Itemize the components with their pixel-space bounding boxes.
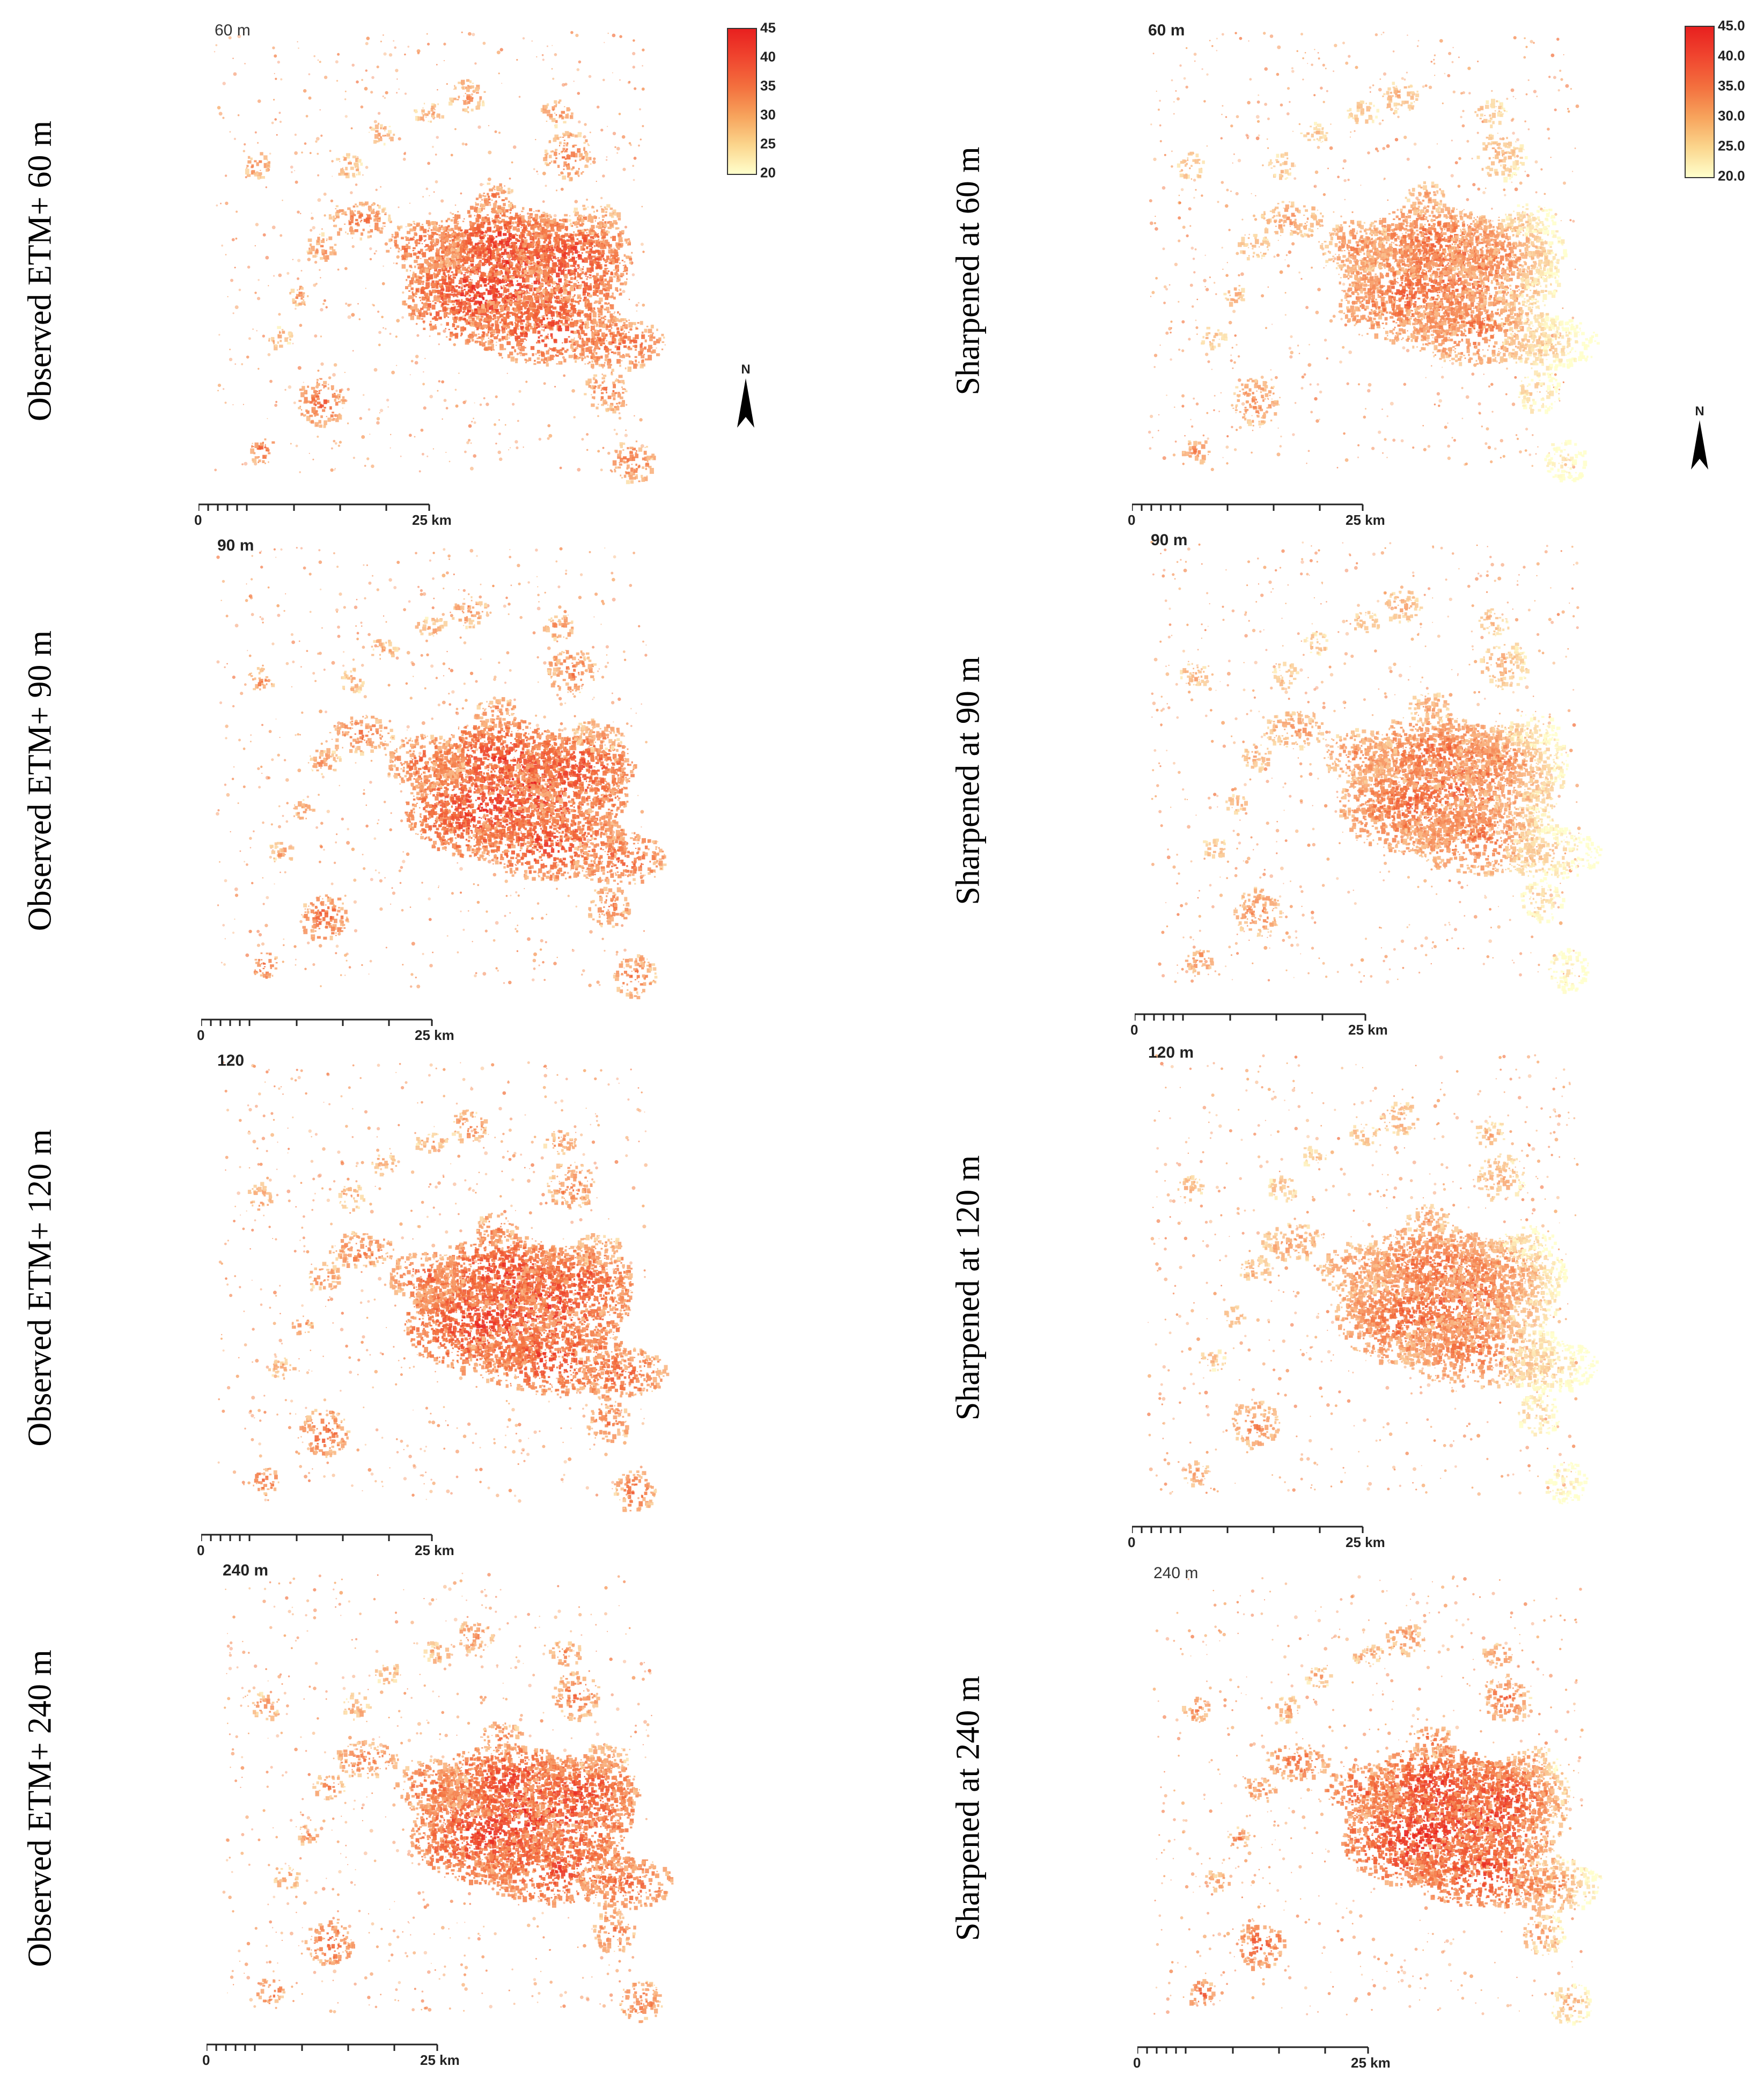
temperature-map (1135, 526, 1671, 1036)
scale-start-label: 0 (197, 1542, 204, 1559)
temperature-map (199, 16, 735, 526)
north-arrow-icon (735, 376, 756, 430)
legend-tick: 30.0 (1718, 108, 1745, 124)
scale-start-label: 0 (1133, 2055, 1141, 2071)
resolution-label: 120 m (1148, 1044, 1194, 1062)
row-label-sharpened-240: Sharpened at 240 m (950, 1676, 988, 1941)
temperature-map (201, 1046, 738, 1556)
map-panel-observed-240: 240 m 0 25 km (207, 1556, 743, 2066)
row-label-observed-120: Observed ETM+ 120 m (21, 1129, 60, 1446)
row-label-sharpened-120: Sharpened at 120 m (950, 1155, 988, 1420)
scale-end-label: 25 km (1348, 1022, 1388, 1038)
legend-tick: 40 (760, 49, 776, 65)
row-label-observed-60: Observed ETM+ 60 m (21, 121, 60, 421)
row-label-sharpened-90: Sharpened at 90 m (950, 656, 988, 905)
legend-tick: 25.0 (1718, 138, 1745, 155)
scale-start-label: 0 (1130, 1022, 1138, 1038)
scale-start-label: 0 (202, 2052, 210, 2069)
map-panel-sharpened-120: 120 m 0 25 km (1132, 1038, 1669, 1548)
scale-end-label: 25 km (1346, 1534, 1385, 1551)
resolution-label: 240 m (1153, 1564, 1198, 1582)
scale-start-label: 0 (194, 512, 202, 529)
color-ramp (727, 28, 757, 175)
resolution-label: 90 m (217, 537, 254, 555)
legend-tick: 45.0 (1718, 18, 1745, 34)
legend-tick: 30 (760, 107, 776, 123)
color-ramp (1685, 26, 1715, 178)
scale-end-label: 25 km (1351, 2055, 1391, 2071)
map-panel-observed-120: 120 0 25 km (201, 1046, 738, 1556)
scale-start-label: 0 (197, 1027, 204, 1044)
temperature-map (1132, 1038, 1669, 1548)
resolution-label: 90 m (1151, 531, 1187, 549)
resolution-label: 120 (217, 1052, 244, 1070)
row-label-observed-90: Observed ETM+ 90 m (21, 631, 60, 931)
resolution-label: 60 m (215, 21, 251, 40)
resolution-label: 60 m (1148, 21, 1185, 40)
map-panel-observed-60: 60 m 0 25 km (199, 16, 735, 526)
map-panel-sharpened-90: 90 m 0 25 km (1135, 526, 1671, 1036)
legend-tick: 20.0 (1718, 168, 1745, 185)
legend-tick: 20 (760, 165, 776, 181)
temperature-map (1137, 1559, 1674, 2069)
temperature-map (207, 1556, 743, 2066)
legend-tick: 45 (760, 20, 776, 36)
map-panel-sharpened-60: 60 m 0 25 km (1132, 16, 1669, 526)
north-label: N (735, 362, 756, 377)
legend-tick: 40.0 (1718, 48, 1745, 64)
scale-end-label: 25 km (412, 512, 452, 529)
north-arrow-icon (1689, 418, 1710, 472)
north-label: N (1689, 404, 1710, 419)
temperature-map (1132, 16, 1669, 526)
scale-end-label: 25 km (420, 2052, 460, 2069)
temperature-map (201, 531, 738, 1041)
map-panel-observed-90: 90 m 0 25 km (201, 531, 738, 1041)
scale-start-label: 0 (1128, 1534, 1135, 1551)
row-label-observed-240: Observed ETM+ 240 m (21, 1650, 60, 1967)
row-label-sharpened-60: Sharpened at 60 m (950, 146, 988, 395)
resolution-label: 240 m (223, 1562, 268, 1580)
map-panel-sharpened-240: 240 m 0 25 km (1137, 1559, 1674, 2069)
legend-tick: 25 (760, 136, 776, 152)
legend-tick: 35 (760, 78, 776, 94)
legend-tick: 35.0 (1718, 78, 1745, 94)
scale-end-label: 25 km (415, 1027, 454, 1044)
